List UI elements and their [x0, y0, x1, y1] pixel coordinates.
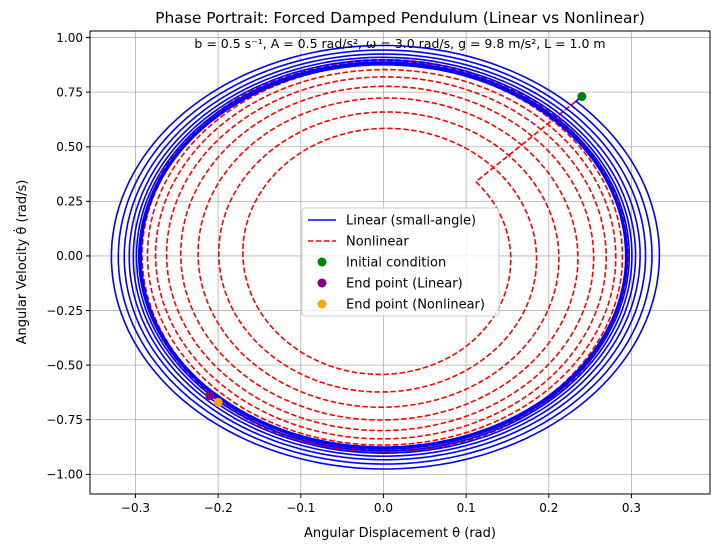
legend-label-initial: Initial condition: [346, 256, 446, 271]
axis-ticks: −0.3 −0.2 −0.1 0.0 0.1 0.2 0.3 −1.00 −0.75 −0.50 −…: [46, 31, 641, 515]
x-tick-label: 0.1: [457, 501, 476, 515]
y-tick-label: 0.25: [56, 195, 83, 209]
series-line-linear: [110, 44, 661, 470]
legend-label-linear: Linear (small-angle): [346, 214, 476, 229]
legend-label-nonlinear: Nonlinear: [346, 235, 409, 250]
series-lines: [110, 44, 661, 470]
marker-end-point-nonlinear: [213, 397, 223, 407]
legend-marker-end-linear: [317, 278, 327, 288]
x-tick-label: 0.2: [539, 501, 558, 515]
y-tick-label: 1.00: [56, 31, 83, 45]
parameter-annotation: b = 0.5 s⁻¹, A = 0.5 rad/s², ω = 3.0 rad…: [194, 36, 605, 51]
x-axis-label: Angular Displacement θ (rad): [304, 526, 496, 541]
legend-marker-initial: [317, 257, 327, 267]
x-tick-label: 0.0: [374, 501, 393, 515]
x-tick-label: 0.3: [622, 501, 641, 515]
marker-initial-condition: [577, 92, 587, 102]
plot-frame: [89, 30, 711, 495]
y-tick-label: −1.00: [46, 468, 83, 482]
y-axis-label: Angular Velocity θ̇ (rad/s): [14, 180, 30, 345]
legend-label-end-linear: End point (Linear): [346, 277, 463, 292]
legend-box: [301, 207, 500, 317]
point-markers: [205, 92, 587, 407]
legend-marker-end-nonlinear: [317, 299, 327, 309]
marker-end-point-linear: [205, 391, 215, 401]
x-tick-label: −0.2: [204, 501, 233, 515]
y-tick-label: −0.50: [46, 358, 83, 372]
y-tick-label: −0.25: [46, 304, 83, 318]
x-tick-label: −0.3: [121, 501, 150, 515]
y-tick-label: 0.00: [56, 249, 83, 263]
y-tick-label: 0.50: [56, 140, 83, 154]
y-tick-label: 0.75: [56, 85, 83, 99]
y-tick-label: −0.75: [46, 413, 83, 427]
legend: Linear (small-angle) Nonlinear Initial c…: [301, 207, 500, 317]
x-tick-label: −0.1: [286, 501, 315, 515]
legend-label-end-nonlinear: End point (Nonlinear): [346, 298, 485, 313]
chart-title: Phase Portrait: Forced Damped Pendulum (…: [155, 9, 645, 27]
